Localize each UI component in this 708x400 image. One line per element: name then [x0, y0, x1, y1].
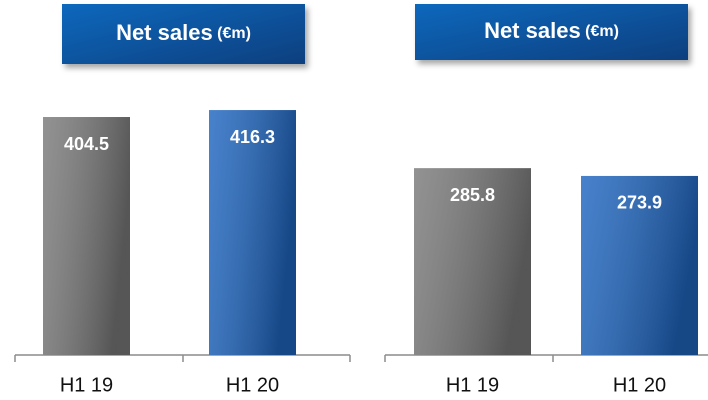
- title-box: [62, 4, 305, 64]
- title-text: Net sales: [116, 20, 213, 45]
- bar-shade: [581, 175, 698, 355]
- data-label: 273.9: [617, 193, 662, 213]
- title-unit: (€m): [585, 23, 619, 40]
- bar-shade: [414, 168, 531, 355]
- title-text: Net sales: [484, 18, 581, 43]
- x-tick-label: H1 19: [446, 374, 499, 396]
- x-tick-label: H1 19: [60, 374, 113, 396]
- x-tick-label: H1 20: [226, 374, 279, 396]
- x-tick-label: H1 20: [613, 374, 666, 396]
- data-label: 285.8: [450, 185, 495, 205]
- chart-title: Net sales (€m): [116, 20, 251, 45]
- bar-shade: [209, 110, 296, 355]
- title-box: [415, 4, 688, 60]
- title-unit: (€m): [217, 25, 251, 42]
- bar-shade: [43, 117, 130, 355]
- data-label: 416.3: [230, 127, 275, 147]
- chart-title: Net sales (€m): [484, 18, 619, 43]
- data-label: 404.5: [64, 134, 109, 154]
